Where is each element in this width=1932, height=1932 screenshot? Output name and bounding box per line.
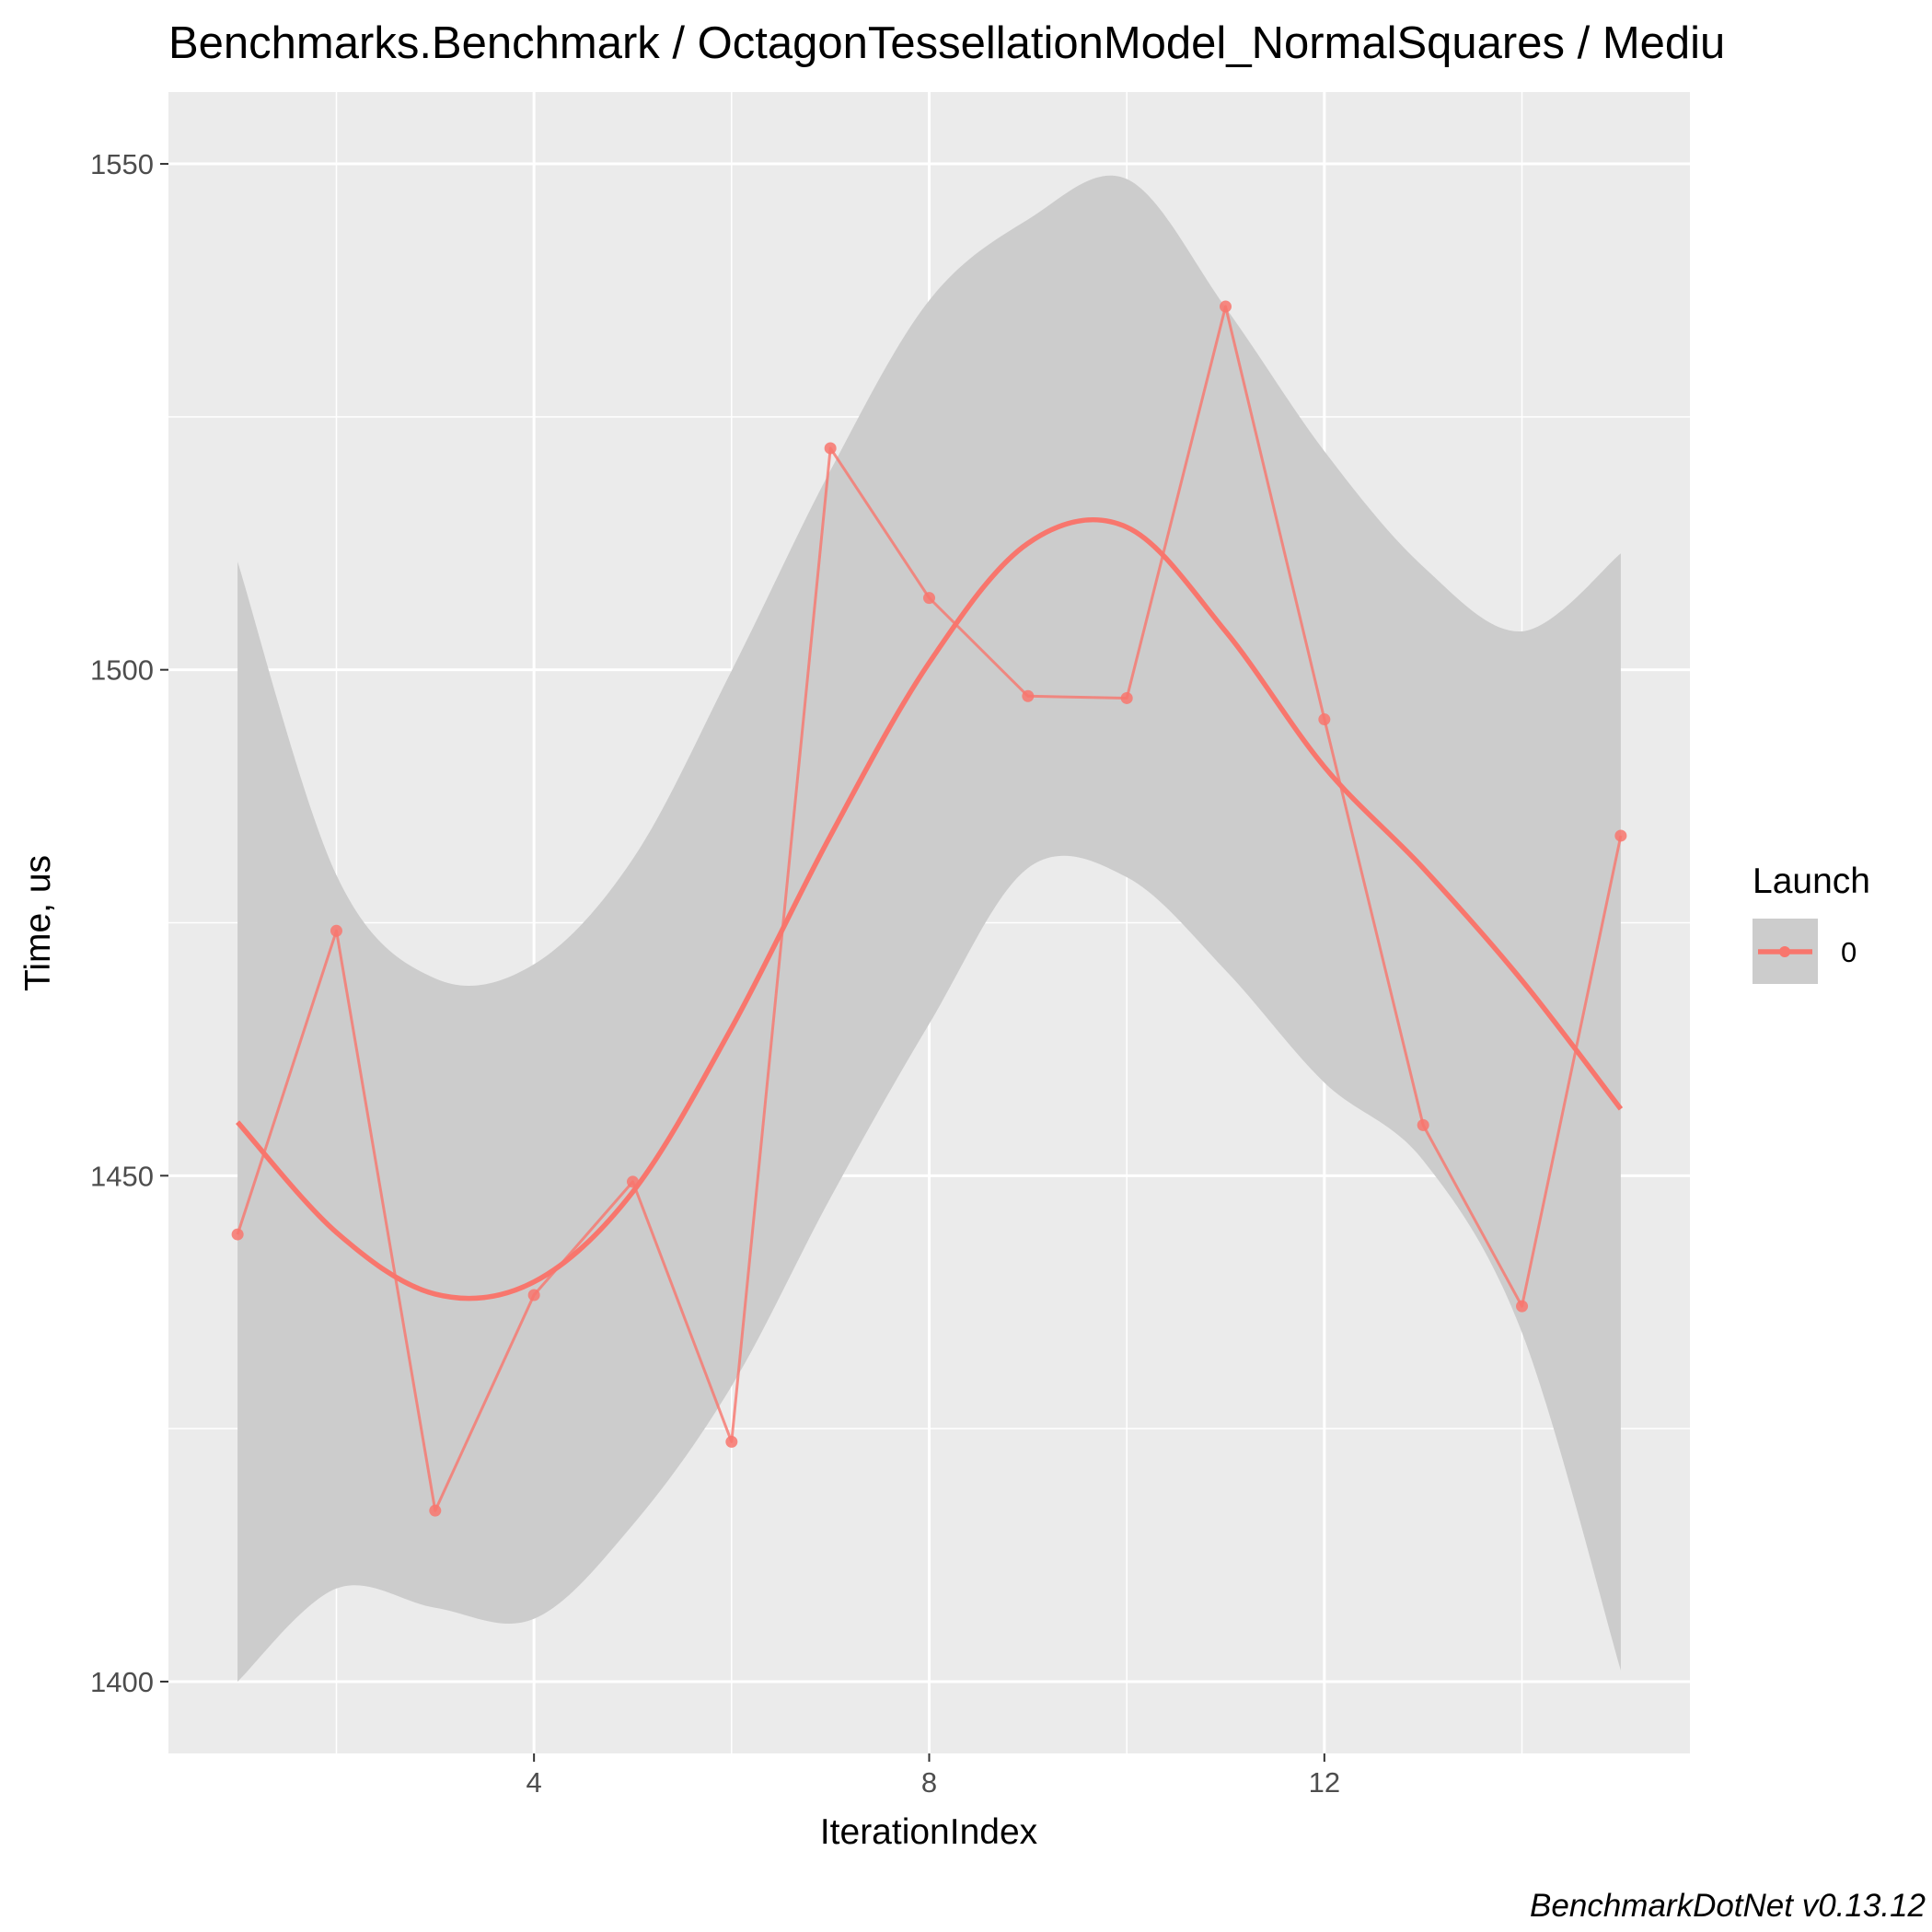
data-point: [528, 1290, 540, 1301]
caption: BenchmarkDotNet v0.13.12: [1530, 1888, 1926, 1924]
data-point: [1220, 301, 1232, 313]
data-point: [1022, 690, 1034, 702]
legend-label-0: 0: [1841, 936, 1857, 968]
y-tick-label: 1550: [90, 148, 154, 180]
legend-key-point: [1779, 946, 1790, 957]
legend-title: Launch: [1753, 862, 1870, 901]
data-point: [923, 592, 935, 604]
data-point: [627, 1175, 639, 1187]
x-axis-label: IterationIndex: [820, 1812, 1038, 1852]
data-point: [1121, 692, 1133, 704]
x-tick-label: 4: [526, 1766, 542, 1799]
y-tick-label: 1500: [90, 654, 154, 687]
data-point: [1516, 1301, 1528, 1313]
data-point: [330, 925, 342, 937]
y-tick-label: 1400: [90, 1666, 154, 1698]
data-point: [1614, 829, 1626, 841]
y-tick-label: 1450: [90, 1160, 154, 1192]
data-point: [232, 1229, 244, 1241]
x-tick-label: 8: [921, 1766, 937, 1799]
data-point: [825, 442, 837, 454]
data-point: [429, 1505, 441, 1517]
data-point: [725, 1436, 737, 1448]
y-axis-label: Time, us: [18, 855, 58, 991]
data-point: [1417, 1119, 1429, 1131]
data-point: [1318, 713, 1330, 725]
chart-title: Benchmarks.Benchmark / OctagonTessellati…: [168, 18, 1725, 68]
x-tick-label: 12: [1309, 1766, 1340, 1799]
